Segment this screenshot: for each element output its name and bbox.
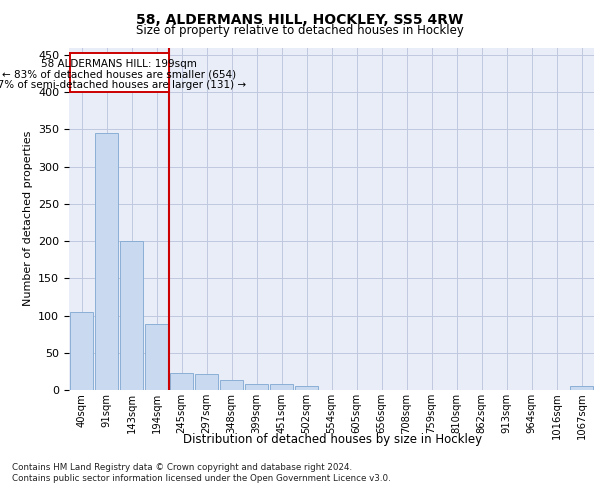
- Bar: [145, 324, 168, 390]
- Bar: [95, 133, 118, 390]
- FancyBboxPatch shape: [70, 52, 169, 92]
- Text: 58 ALDERMANS HILL: 199sqm: 58 ALDERMANS HILL: 199sqm: [41, 58, 197, 68]
- Text: Contains public sector information licensed under the Open Government Licence v3: Contains public sector information licen…: [12, 474, 391, 483]
- Text: 58, ALDERMANS HILL, HOCKLEY, SS5 4RW: 58, ALDERMANS HILL, HOCKLEY, SS5 4RW: [136, 12, 464, 26]
- Bar: [120, 241, 143, 390]
- Bar: [245, 384, 268, 390]
- Bar: [270, 384, 293, 390]
- Bar: [570, 386, 593, 390]
- Y-axis label: Number of detached properties: Number of detached properties: [23, 131, 32, 306]
- Text: Contains HM Land Registry data © Crown copyright and database right 2024.: Contains HM Land Registry data © Crown c…: [12, 462, 352, 471]
- Text: ← 83% of detached houses are smaller (654): ← 83% of detached houses are smaller (65…: [2, 69, 236, 79]
- Text: Size of property relative to detached houses in Hockley: Size of property relative to detached ho…: [136, 24, 464, 37]
- Text: 17% of semi-detached houses are larger (131) →: 17% of semi-detached houses are larger (…: [0, 80, 247, 90]
- Bar: [295, 386, 318, 390]
- Bar: [220, 380, 243, 390]
- Text: Distribution of detached houses by size in Hockley: Distribution of detached houses by size …: [184, 432, 482, 446]
- Bar: [170, 373, 193, 390]
- Bar: [70, 312, 93, 390]
- Bar: [195, 374, 218, 390]
